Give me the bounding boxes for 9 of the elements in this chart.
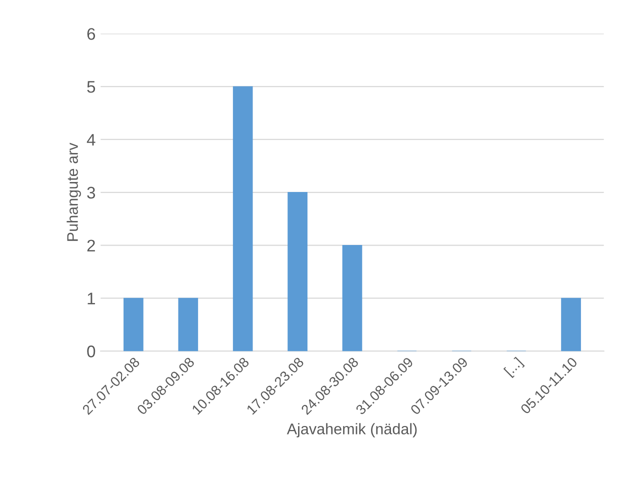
y-tick-label: 0: [87, 346, 96, 358]
y-tick-label: 2: [87, 240, 95, 252]
y-tick-label: 4: [86, 134, 96, 146]
y-tick-label: 6: [87, 28, 96, 40]
y-tick-label: 1: [88, 292, 95, 304]
y-tick-label: 3: [87, 186, 96, 199]
y-tick-label: 5: [87, 81, 96, 93]
x-axis-title: Ajavahemik (nädal): [286, 423, 417, 438]
y-axis-title: Puhangute arv: [66, 142, 81, 241]
